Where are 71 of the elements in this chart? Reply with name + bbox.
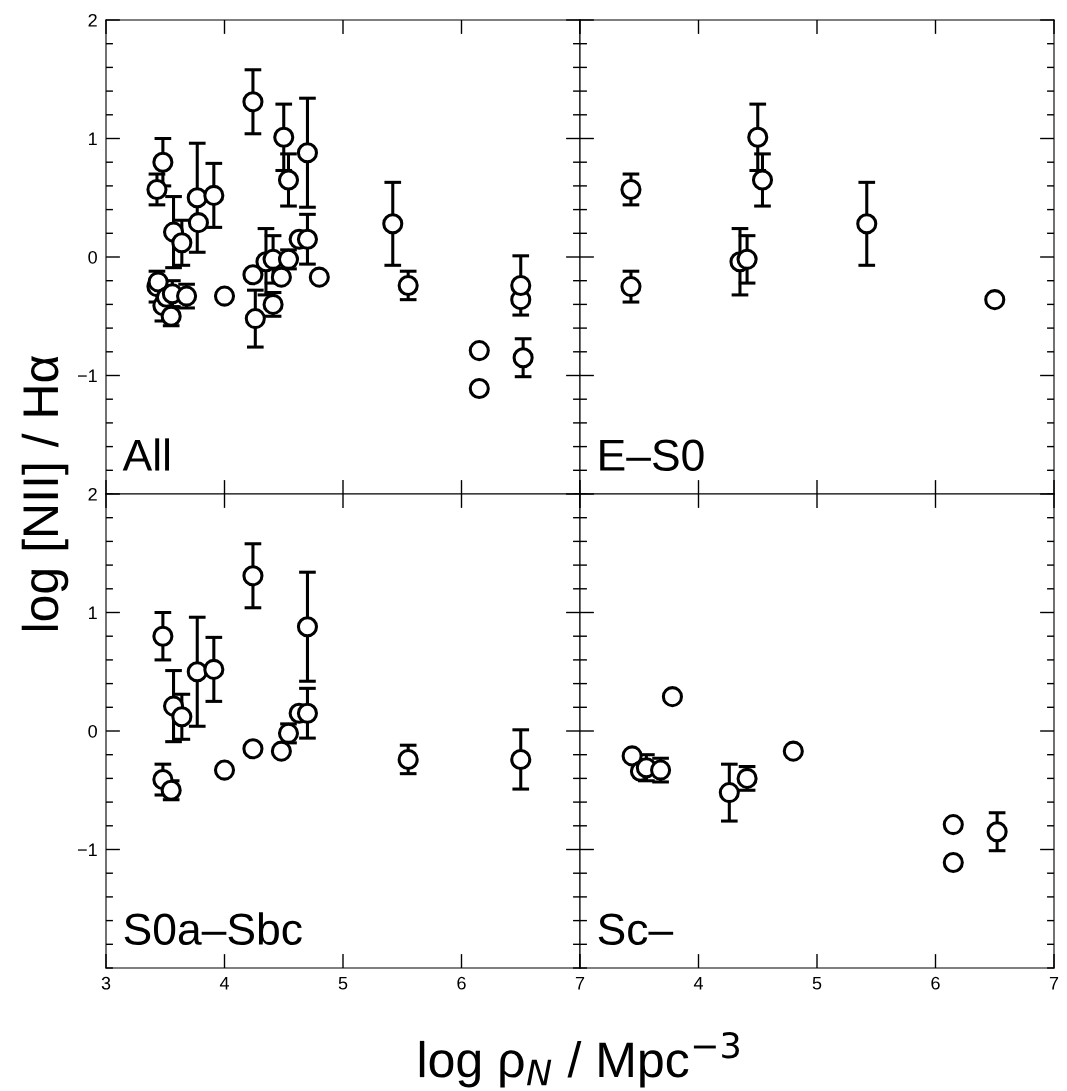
y-tick-label: 0 xyxy=(88,250,97,264)
y-tick-label: 1 xyxy=(89,606,97,620)
point xyxy=(296,142,319,164)
point xyxy=(152,151,174,173)
x-tick-label: 4 xyxy=(219,977,229,990)
y-tick-label: −1 xyxy=(77,369,97,383)
point xyxy=(296,702,319,724)
point xyxy=(273,126,295,148)
y-axis-title: log [NII] / Hα xyxy=(21,355,69,631)
point xyxy=(213,759,236,781)
point xyxy=(397,748,419,770)
point xyxy=(751,169,774,191)
point xyxy=(942,814,964,836)
point xyxy=(397,274,419,296)
point xyxy=(856,213,878,235)
x-tick-label: 6 xyxy=(931,976,940,990)
point xyxy=(152,625,174,647)
x-tick-label: 3 xyxy=(101,976,111,990)
x-axis-title: log ρ$_{N}$ / Mpc$^{−3}$ xyxy=(419,1032,739,1088)
point xyxy=(242,264,264,286)
x-tick-label: 7 xyxy=(1049,977,1059,990)
y-tick-label: 2 xyxy=(88,487,97,501)
point xyxy=(203,658,225,680)
point xyxy=(186,661,208,683)
y-tick-label: 1 xyxy=(89,132,97,146)
point xyxy=(621,745,643,767)
point xyxy=(510,274,532,296)
point xyxy=(242,565,264,587)
point xyxy=(782,740,804,762)
point xyxy=(736,248,758,270)
y-tick-label: −1 xyxy=(77,843,97,857)
point xyxy=(146,178,168,201)
point xyxy=(171,232,193,254)
point xyxy=(747,126,769,148)
x-tick-label: 7 xyxy=(575,977,585,990)
point xyxy=(308,266,330,288)
point xyxy=(620,178,642,201)
annotation: E–S0 xyxy=(600,439,704,471)
point xyxy=(510,748,532,770)
point xyxy=(512,347,534,369)
point xyxy=(942,851,964,874)
point xyxy=(270,266,292,288)
point xyxy=(186,187,208,209)
point xyxy=(986,821,1008,843)
annotation: Sc– xyxy=(598,913,674,945)
y-tick-label: 0 xyxy=(88,724,97,738)
point xyxy=(984,289,1006,311)
point xyxy=(270,740,292,762)
point xyxy=(242,91,264,113)
point xyxy=(661,686,683,708)
point xyxy=(468,340,490,362)
point xyxy=(277,169,300,191)
point xyxy=(296,616,319,638)
annotation: All xyxy=(122,438,170,471)
annotation: S0a–Sbc xyxy=(124,912,302,945)
point xyxy=(203,184,225,206)
point xyxy=(382,213,404,235)
y-tick-label: 2 xyxy=(88,13,97,27)
point xyxy=(242,738,264,760)
x-tick-label: 5 xyxy=(338,977,348,990)
x-tick-label: 5 xyxy=(812,977,822,990)
point xyxy=(171,706,193,728)
point xyxy=(718,782,740,804)
point xyxy=(296,228,319,250)
point xyxy=(187,212,209,234)
x-tick-label: 6 xyxy=(457,976,466,990)
point xyxy=(244,308,266,330)
x-tick-label: 4 xyxy=(693,977,703,990)
point xyxy=(213,285,236,307)
point xyxy=(620,276,642,298)
point xyxy=(468,377,490,400)
